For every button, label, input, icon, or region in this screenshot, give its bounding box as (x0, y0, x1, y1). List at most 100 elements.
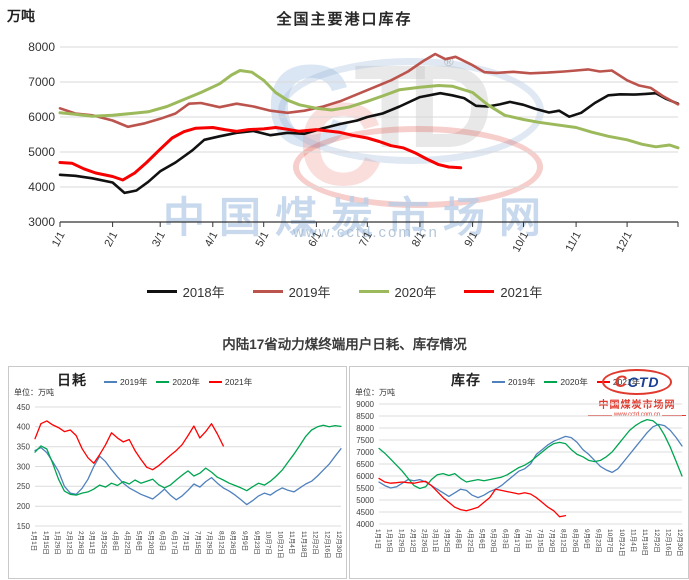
x-tick-label: 2月26日 (421, 529, 429, 553)
x-tick-label: 7月15日 (194, 531, 202, 555)
x-tick-label: 8月12日 (560, 529, 568, 553)
cctd-logo-first-letter: C (614, 372, 628, 391)
x-tick-label: 9月23日 (595, 529, 603, 553)
x-tick-label: 3月11日 (88, 531, 96, 554)
daily-chart-legend: 2019年 2020年 2021年 (104, 376, 252, 388)
cctd-logo: CCTD 中国煤炭市场网 www.cctd.com.cn (588, 369, 686, 418)
x-tick-label: 12月2日 (312, 531, 320, 555)
x-tick-label: 9/1 (462, 230, 480, 249)
x-tick-label: 6月3日 (159, 531, 167, 551)
x-tick-label: 11/1 (563, 230, 583, 254)
series-line-2019年 (58, 52, 680, 129)
legend-label: 2021年 (224, 377, 253, 387)
x-tick-label: 4/1 (203, 230, 221, 249)
x-tick-label: 9月9日 (241, 531, 249, 551)
x-tick-label: 3月11日 (431, 529, 439, 552)
x-tick-label: 5月6日 (135, 531, 143, 551)
legend-item: 2019年 (252, 282, 331, 301)
legend-swatch (208, 381, 222, 383)
y-tick-label: 5000 (356, 496, 374, 505)
legend-label: 2020年 (560, 377, 588, 387)
x-tick-label: 7月1日 (182, 531, 190, 551)
legend-item: 2020年 (544, 376, 588, 388)
x-tick-label: 12月16日 (323, 531, 331, 558)
legend-swatch (358, 290, 389, 293)
x-tick-label: 2/1 (102, 230, 120, 249)
x-tick-label: 8月26日 (571, 529, 579, 553)
series-line-2020年 (58, 69, 680, 150)
legend-label: 2020年 (394, 285, 437, 300)
y-tick-label: 7000 (356, 448, 374, 457)
x-tick-label: 5月6日 (478, 529, 486, 549)
x-tick-label: 6/1 (306, 230, 324, 249)
x-tick-label: 5月20日 (490, 529, 498, 553)
legend-label: 2019年 (288, 285, 331, 300)
y-tick-label: 300 (17, 462, 31, 471)
x-tick-label: 12月16日 (665, 529, 673, 556)
legend-swatch (156, 381, 170, 383)
cctd-logo-site-url: www.cctd.com.cn (588, 412, 686, 418)
x-tick-label: 1月29日 (54, 531, 62, 555)
daily-consumption-panel: 单位：万吨 日耗 2019年 2020年 2021年 150 200 250 300 350… (8, 366, 347, 579)
top-chart-unit-label: 万吨 (7, 8, 35, 24)
x-tick-label: 9月23日 (253, 531, 261, 555)
legend-swatch (252, 290, 283, 293)
y-tick-label: 400 (17, 423, 31, 432)
y-tick-label: 6000 (28, 110, 55, 124)
x-tick-label: 4月22日 (466, 529, 474, 553)
y-tick-label: 6000 (356, 472, 374, 481)
x-tick-label: 7月29日 (548, 529, 556, 553)
top-chart-legend: 2018年 2019年 2020年 2021年 (0, 282, 689, 301)
x-tick-label: 6月3日 (501, 529, 509, 549)
series-line-2021年 (378, 477, 567, 518)
daily-chart-title: 日耗 (57, 372, 87, 388)
x-tick-label: 12/1 (614, 230, 635, 255)
y-tick-label: 6500 (356, 460, 374, 469)
x-tick-label: 5月20日 (147, 531, 155, 555)
bottom-section-title: 内陆17省动力煤终端用户日耗、库存情况 (222, 337, 467, 352)
cctd-logo-url-text: www.cctd.com.cn (613, 412, 661, 418)
daily-unit-label: 单位：万吨 (14, 388, 54, 397)
series-line-2018年 (58, 91, 680, 195)
series-line-2020年 (34, 424, 342, 496)
y-tick-label: 200 (17, 502, 31, 511)
x-tick-label: 12月30日 (335, 531, 343, 558)
x-tick-label: 3月25日 (443, 529, 451, 553)
x-tick-label: 11月4日 (630, 529, 638, 552)
inventory-chart-title: 库存 (451, 372, 481, 388)
x-tick-label: 6月17日 (170, 531, 178, 555)
x-tick-label: 1月15日 (386, 529, 394, 553)
y-tick-label: 5500 (356, 484, 374, 493)
y-tick-label: 450 (17, 403, 31, 412)
x-tick-label: 11月4日 (288, 531, 296, 554)
legend-item: 2019年 (104, 376, 147, 388)
legend-item: 2020年 (358, 282, 437, 301)
x-tick-label: 1月29日 (397, 529, 405, 553)
x-tick-label: 4月8日 (455, 529, 463, 549)
legend-label: 2019年 (508, 377, 536, 387)
legend-swatch (492, 381, 505, 383)
x-tick-label: 11月18日 (300, 531, 308, 558)
y-tick-label: 250 (17, 482, 31, 491)
legend-label: 2021年 (500, 285, 543, 300)
y-tick-label: 3000 (28, 215, 55, 229)
x-tick-label: 12月30日 (676, 529, 684, 556)
x-tick-label: 3/1 (150, 230, 168, 249)
legend-swatch (146, 290, 177, 293)
y-tick-label: 4500 (356, 508, 374, 517)
legend-item: 2019年 (492, 376, 535, 388)
port-inventory-chart: 3000 4000 5000 6000 7000 8000 1/1 2/1 3/1 4/1 5/1 6… (28, 40, 680, 255)
legend-swatch (464, 290, 495, 293)
x-tick-label: 2月12日 (65, 531, 73, 555)
y-tick-label: 150 (17, 522, 31, 531)
y-tick-label: 9000 (356, 400, 374, 409)
y-tick-label: 8500 (356, 412, 374, 421)
x-tick-label: 4月22日 (123, 531, 131, 555)
inventory-chart: 4000 4500 5000 5500 6000 6500 7000 7500 8000 8500… (356, 400, 684, 557)
legend-label: 2019年 (120, 377, 148, 387)
x-tick-label: 12月2日 (653, 529, 661, 553)
x-tick-label: 10月21日 (618, 529, 626, 556)
x-tick-label: 7月15日 (536, 529, 544, 553)
x-tick-label: 2月26日 (77, 531, 85, 555)
